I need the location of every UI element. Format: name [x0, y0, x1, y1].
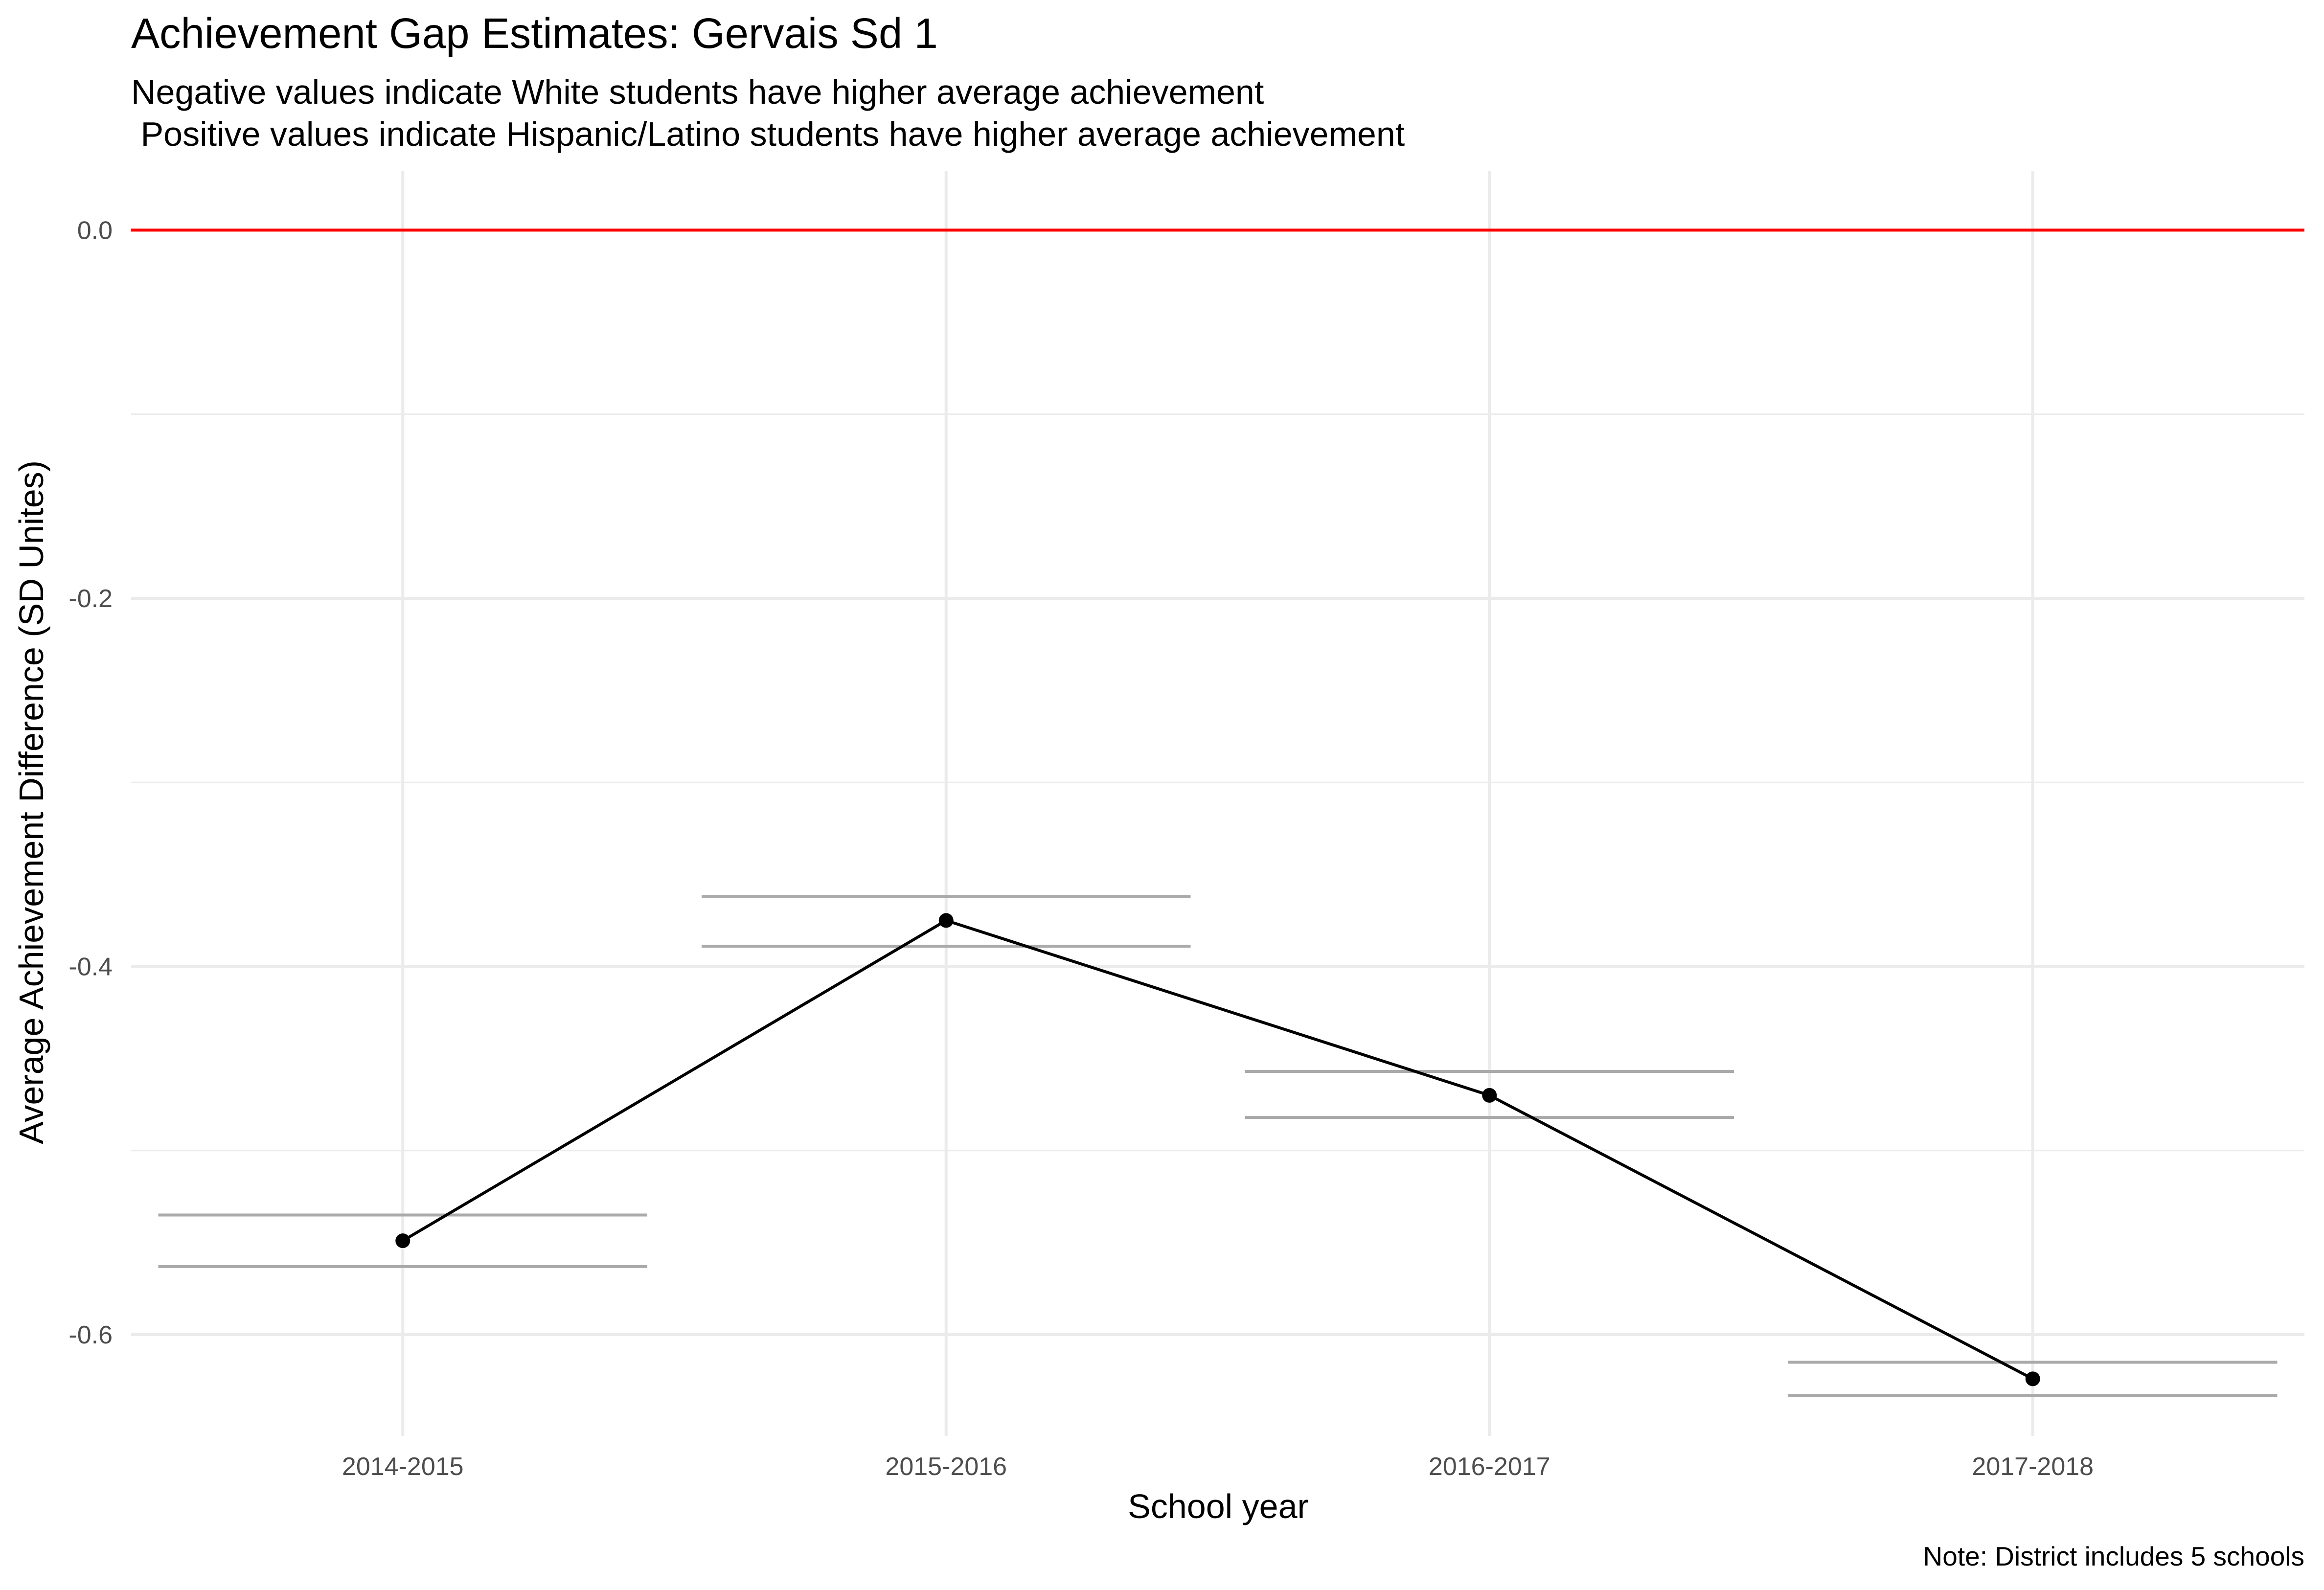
- x-axis-title: School year: [1128, 1487, 1309, 1525]
- x-tick-label: 2015-2016: [885, 1453, 1007, 1481]
- y-tick-label: -0.6: [68, 1321, 113, 1349]
- chart-caption: Note: District includes 5 schools: [1923, 1541, 2304, 1571]
- data-point: [2025, 1371, 2040, 1386]
- data-point: [1482, 1088, 1497, 1103]
- y-tick-label: -0.2: [68, 585, 113, 613]
- x-tick-label: 2017-2018: [1972, 1453, 2094, 1481]
- data-point: [395, 1233, 410, 1249]
- x-tick-label: 2014-2015: [342, 1453, 464, 1481]
- data-point: [938, 913, 954, 928]
- series-line: [402, 919, 2034, 1381]
- x-tick-label: 2016-2017: [1429, 1453, 1550, 1481]
- chart-subtitle-line-1: Negative values indicate White students …: [131, 73, 1264, 111]
- y-tick-label: 0.0: [77, 216, 113, 245]
- y-tick-label: -0.4: [68, 953, 113, 981]
- y-axis-title: Average Achievement Difference (SD Unite…: [12, 460, 50, 1144]
- chart-subtitle-line-2: Positive values indicate Hispanic/Latino…: [131, 115, 1405, 153]
- chart-title: Achievement Gap Estimates: Gervais Sd 1: [131, 10, 938, 57]
- plot-area: 0.0 -0.2 -0.4 -0.6 2014-2015 2015-2016 2016-20…: [68, 171, 2304, 1481]
